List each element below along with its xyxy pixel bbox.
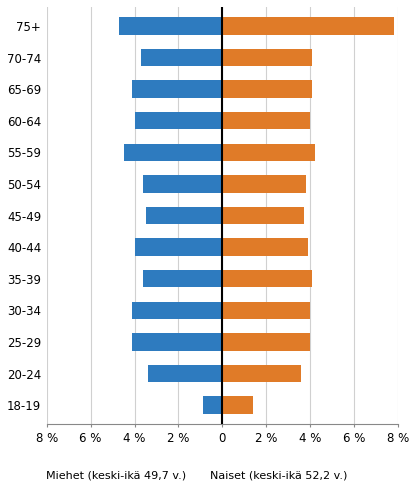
Bar <box>144 175 222 192</box>
Bar <box>222 365 301 382</box>
Bar <box>222 49 312 66</box>
Bar <box>144 270 222 287</box>
Bar <box>222 270 312 287</box>
Bar <box>222 81 312 98</box>
Bar <box>141 49 222 66</box>
Bar <box>124 144 222 161</box>
Bar <box>132 81 222 98</box>
Bar <box>222 112 310 130</box>
Bar <box>222 396 253 414</box>
Bar <box>148 365 222 382</box>
Bar <box>203 396 222 414</box>
Bar <box>146 207 222 224</box>
Bar <box>222 301 310 319</box>
Bar <box>222 17 394 34</box>
Bar <box>132 333 222 351</box>
Bar <box>222 175 306 192</box>
Bar <box>222 333 310 351</box>
Bar <box>134 112 222 130</box>
Bar <box>119 17 222 34</box>
Bar <box>132 301 222 319</box>
Bar <box>222 207 304 224</box>
Text: Naiset (keski-ikä 52,2 v.): Naiset (keski-ikä 52,2 v.) <box>210 471 347 481</box>
Bar <box>222 239 308 256</box>
Bar <box>134 239 222 256</box>
Bar <box>222 144 314 161</box>
Text: Miehet (keski-ikä 49,7 v.): Miehet (keski-ikä 49,7 v.) <box>47 471 186 481</box>
